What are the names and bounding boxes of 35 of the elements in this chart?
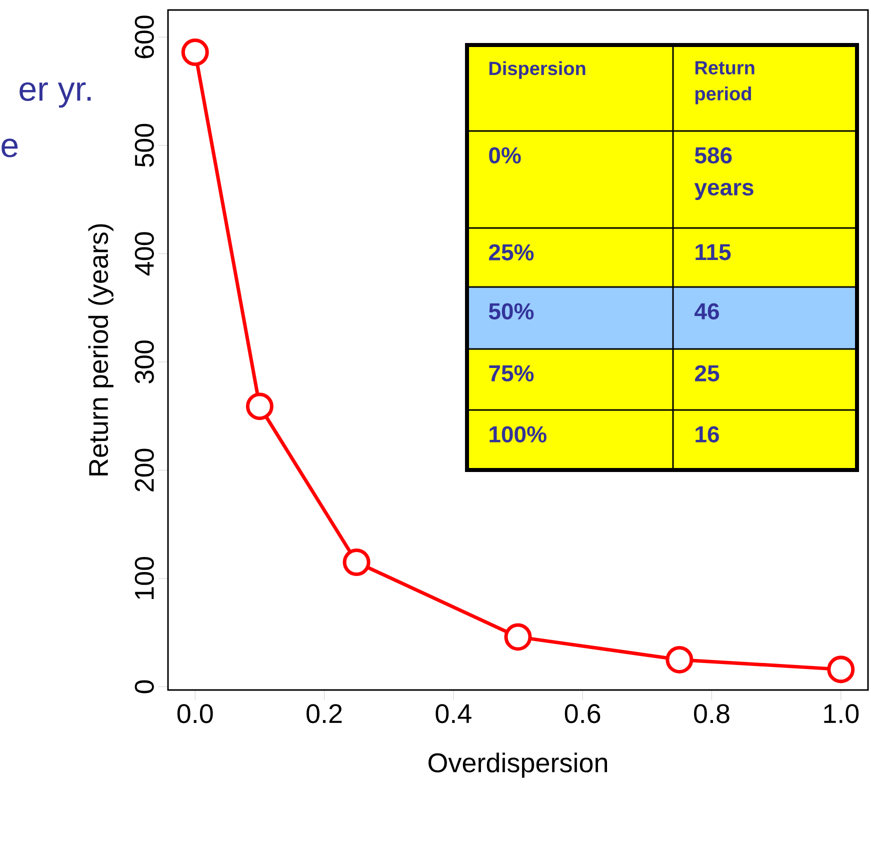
annotation: 75% bbox=[489, 365, 534, 382]
y-tick-label: 500 bbox=[134, 124, 154, 167]
point bbox=[246, 392, 274, 420]
y-tick-label: 300 bbox=[134, 340, 154, 384]
text: er yr. bbox=[20, 82, 91, 108]
y-tick-label: 400 bbox=[134, 232, 154, 276]
annotation: 0% bbox=[489, 147, 521, 164]
point bbox=[666, 646, 694, 674]
annotation: 25 bbox=[695, 365, 720, 382]
annotation: 16 bbox=[696, 426, 719, 442]
point bbox=[342, 548, 370, 576]
x-tick-label: 0.2 bbox=[306, 704, 342, 724]
x-tick-label: 0.4 bbox=[436, 704, 472, 724]
x-tick-label: 0.0 bbox=[177, 704, 213, 724]
y-tick-label: 600 bbox=[134, 16, 154, 58]
x-tick-label: 0.6 bbox=[564, 704, 600, 724]
annotation: Dispersion bbox=[489, 61, 586, 79]
y-axis-title: Return period (years) bbox=[88, 224, 114, 476]
y-tick-label: 200 bbox=[134, 448, 154, 492]
point bbox=[827, 656, 855, 684]
y-tick-label: 0 bbox=[134, 680, 154, 694]
y-tick-label: 100 bbox=[134, 557, 154, 599]
annotation: 50% bbox=[488, 303, 534, 320]
annotation: 100% bbox=[490, 426, 546, 442]
point bbox=[504, 623, 532, 651]
annotation: 46 bbox=[694, 303, 719, 320]
x-axis-title: Overdispersion bbox=[428, 752, 608, 778]
annotation: 115 bbox=[696, 244, 731, 260]
x-tick-label: 0.8 bbox=[694, 704, 730, 724]
annotation: 25% bbox=[489, 244, 534, 260]
text: e bbox=[2, 138, 18, 158]
annotation: 586 years bbox=[694, 147, 754, 200]
annotation: Return period bbox=[695, 61, 754, 104]
point bbox=[181, 38, 209, 66]
x-tick-label: 1.0 bbox=[824, 704, 859, 724]
